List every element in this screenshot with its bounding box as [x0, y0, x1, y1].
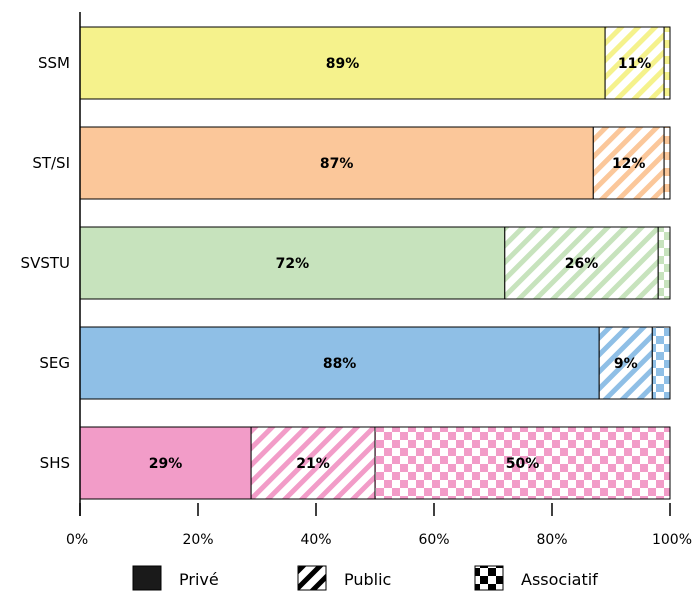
data-label: 89% [326, 56, 360, 72]
data-label: 11% [618, 56, 652, 72]
x-axis-ticks: 0% 20% 40% 60% 80% 100% [66, 503, 692, 548]
data-label: 50% [506, 456, 540, 472]
data-label: 88% [323, 356, 357, 372]
category-labels: SSM ST/SI SVSTU SEG SHS [21, 54, 70, 472]
legend-swatch-public [297, 565, 327, 591]
data-labels: 89% 11% 87% 12% 72% 26% 88% 9% 29% 21% 50% [149, 56, 652, 472]
data-label: 87% [320, 156, 354, 172]
legend-swatch-associatif [474, 565, 504, 591]
bar-shs-priv- [79, 426, 252, 500]
category-label: SSM [38, 54, 70, 72]
legend-label: Privé [179, 570, 219, 589]
data-label: 29% [149, 456, 183, 472]
category-label: SVSTU [21, 254, 70, 272]
x-tick-label: 0% [66, 532, 88, 548]
bar-svstu-priv- [79, 226, 506, 300]
data-label: 12% [612, 156, 646, 172]
bar-ssm-associatif [663, 26, 671, 100]
x-tick-label: 80% [536, 532, 567, 548]
x-tick-label: 100% [652, 532, 692, 548]
data-label: 72% [276, 256, 310, 272]
bar-st-si-associatif [663, 126, 671, 200]
legend-label: Associatif [521, 570, 598, 589]
category-label: SEG [39, 354, 70, 372]
bar-seg-associatif [651, 326, 671, 400]
bar-shs-associatif [374, 426, 671, 500]
bar-ssm-public [604, 26, 665, 100]
x-tick-label: 20% [182, 532, 213, 548]
bar-seg-priv- [79, 326, 600, 400]
x-tick-label: 60% [418, 532, 449, 548]
bars-group [79, 26, 671, 500]
legend: Privé Public Associatif [132, 565, 598, 591]
bar-ssm-priv- [79, 26, 606, 100]
bar-svstu-associatif [657, 226, 671, 300]
data-label: 21% [296, 456, 330, 472]
bar-svstu-public [504, 226, 659, 300]
category-label: SHS [40, 454, 70, 472]
data-label: 26% [565, 256, 599, 272]
data-label: 9% [614, 356, 638, 372]
x-tick-label: 40% [300, 532, 331, 548]
category-label: ST/SI [32, 154, 70, 172]
legend-label: Public [344, 570, 391, 589]
legend-swatch-priv- [132, 565, 162, 591]
